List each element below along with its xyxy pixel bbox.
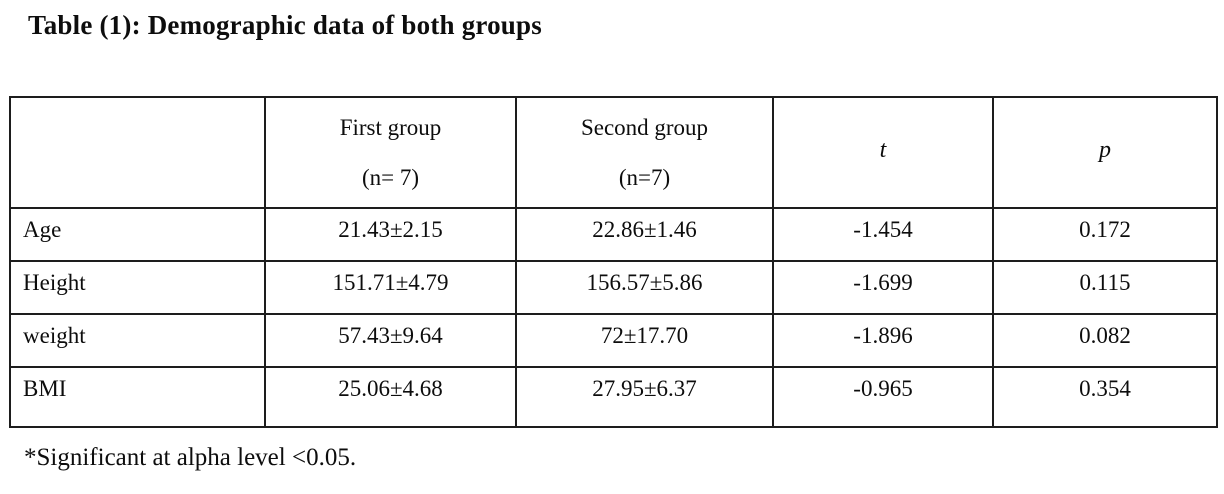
header-first-group-name: First group [339, 115, 442, 140]
header-second-group-name: Second group [580, 115, 709, 140]
weight-p-value: 0.082 [992, 313, 1218, 368]
bmi-t-value: -0.965 [772, 366, 994, 428]
row-label-age: Age [9, 207, 266, 262]
height-group1-value: 151.71±4.79 [264, 260, 517, 315]
header-t-statistic: t [772, 96, 994, 209]
weight-group2-value: 72±17.70 [515, 313, 774, 368]
table-caption: Table (1): Demographic data of both grou… [28, 10, 542, 40]
table-footnote: *Significant at alpha level <0.05. [24, 444, 357, 471]
header-row: First group (n= 7) Second group (n=7) t … [9, 96, 1218, 209]
header-second-group: Second group (n=7) [515, 96, 774, 209]
bmi-p-value: 0.354 [992, 366, 1218, 428]
table-row-bmi: BMI 25.06±4.68 27.95±6.37 -0.965 0.354 [9, 366, 1218, 428]
table-row-age: Age 21.43±2.15 22.86±1.46 -1.454 0.172 [9, 207, 1218, 262]
height-p-value: 0.115 [992, 260, 1218, 315]
table-row-height: Height 151.71±4.79 156.57±5.86 -1.699 0.… [9, 260, 1218, 315]
bmi-group2-value: 27.95±6.37 [515, 366, 774, 428]
table-row-weight: weight 57.43±9.64 72±17.70 -1.896 0.082 [9, 313, 1218, 368]
bmi-group1-value: 25.06±4.68 [264, 366, 517, 428]
height-t-value: -1.699 [772, 260, 994, 315]
age-group1-value: 21.43±2.15 [264, 207, 517, 262]
header-first-group: First group (n= 7) [264, 96, 517, 209]
row-label-weight: weight [9, 313, 266, 368]
header-first-group-n: (n= 7) [361, 165, 420, 190]
row-label-height: Height [9, 260, 266, 315]
weight-t-value: -1.896 [772, 313, 994, 368]
row-label-bmi: BMI [9, 366, 266, 428]
age-t-value: -1.454 [772, 207, 994, 262]
demographics-table: First group (n= 7) Second group (n=7) t … [9, 96, 1218, 428]
header-second-group-n: (n=7) [618, 165, 671, 190]
age-p-value: 0.172 [992, 207, 1218, 262]
weight-group1-value: 57.43±9.64 [264, 313, 517, 368]
height-group2-value: 156.57±5.86 [515, 260, 774, 315]
age-group2-value: 22.86±1.46 [515, 207, 774, 262]
header-p-value: p [992, 96, 1218, 209]
header-corner-cell [9, 96, 266, 209]
